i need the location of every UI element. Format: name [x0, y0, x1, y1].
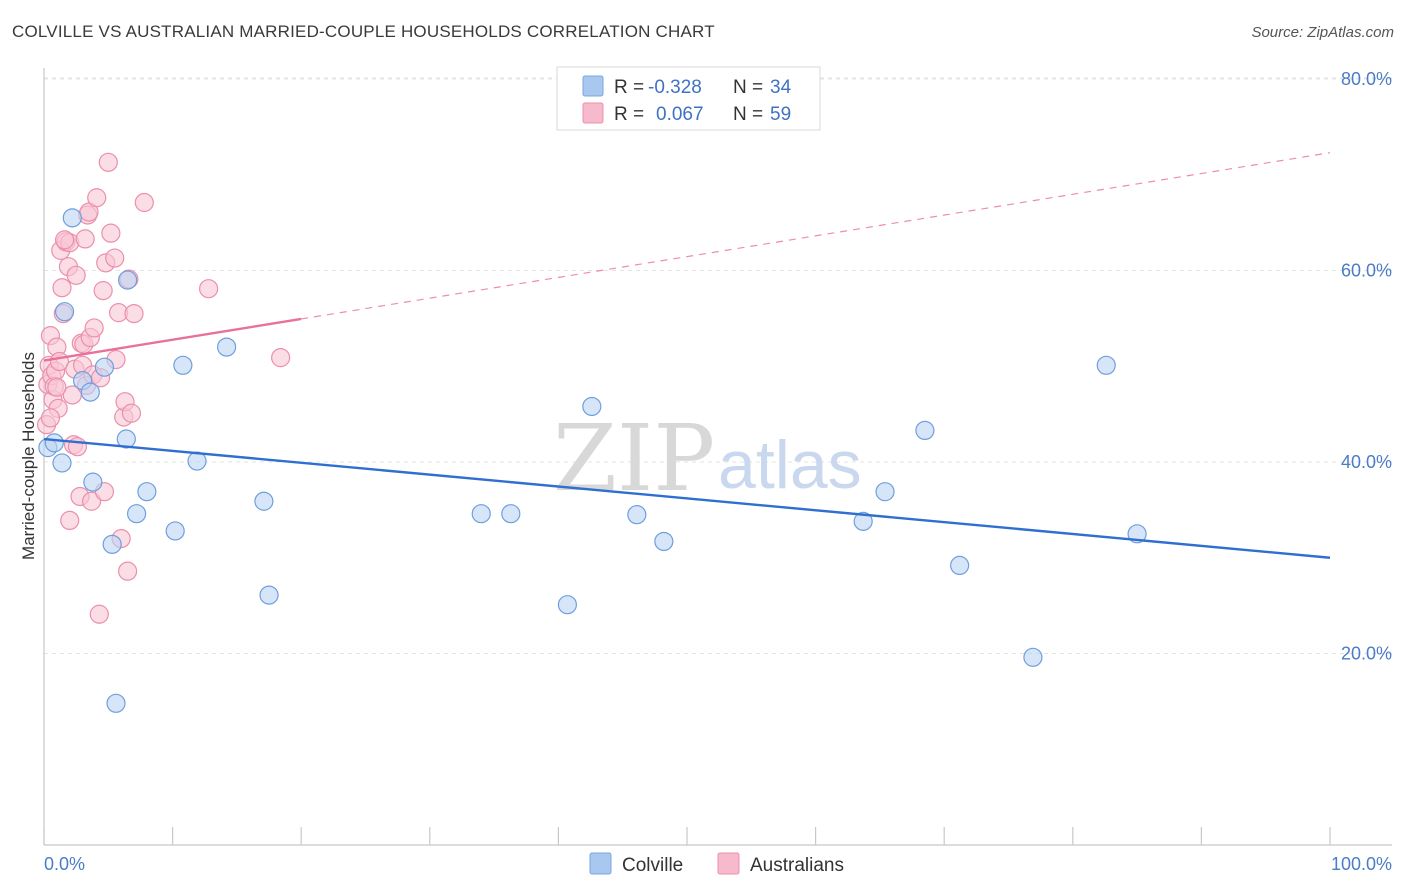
x-tick-label-min: 0.0%	[44, 854, 85, 874]
legend-n-label-australians: N =	[733, 104, 763, 125]
data-point	[582, 396, 602, 417]
data-point	[60, 510, 80, 531]
data-point	[471, 504, 491, 524]
data-point	[124, 303, 144, 324]
data-point	[126, 504, 147, 524]
legend-n-value-australians: 59	[770, 104, 791, 125]
data-point	[89, 604, 109, 624]
y-tick-label: 20.0%	[1341, 644, 1392, 664]
data-point	[271, 348, 291, 368]
legend-swatch-australians	[582, 102, 604, 124]
data-point	[875, 482, 895, 502]
trend-line-dashed	[301, 152, 1331, 320]
legend-swatch-colville	[582, 75, 604, 97]
legend-r-label-australians: R =	[614, 104, 644, 125]
data-point	[84, 318, 104, 338]
data-point	[102, 534, 122, 554]
data-point	[52, 453, 72, 473]
data-point	[121, 403, 142, 423]
legend-n-value-colville: 34	[770, 77, 792, 98]
data-point	[501, 504, 521, 524]
data-point	[654, 531, 674, 552]
data-point	[627, 505, 647, 525]
trend-line	[43, 437, 1331, 559]
data-point	[116, 429, 136, 449]
trend-line-solid	[43, 317, 302, 362]
legend-bottom: Colville Australians	[589, 852, 844, 876]
watermark-atlas: atlas	[718, 427, 862, 503]
legend-r-value-australians: 0.067	[656, 104, 704, 125]
y-tick-labels: 20.0% 40.0% 60.0% 80.0%	[1341, 69, 1392, 664]
y-axis-title: Married-couple Households	[19, 352, 38, 560]
legend-bottom-swatch-colville	[589, 852, 612, 875]
watermark: ZIP atlas	[553, 405, 862, 512]
y-tick-label: 60.0%	[1341, 261, 1392, 281]
data-point	[98, 152, 118, 172]
data-point	[254, 491, 274, 511]
watermark-zip: ZIP	[553, 405, 715, 512]
data-point	[137, 482, 157, 502]
legend-top: R = -0.328 N = 34 R = 0.067 N = 59	[556, 66, 821, 131]
data-point	[62, 208, 82, 228]
data-point	[259, 585, 279, 605]
data-point	[1127, 524, 1147, 544]
y-tick-label: 80.0%	[1341, 69, 1392, 89]
data-point	[40, 408, 61, 428]
gridlines	[44, 77, 1392, 654]
data-point	[557, 595, 578, 615]
data-point	[94, 357, 115, 377]
data-point	[66, 265, 86, 285]
data-point	[1096, 355, 1116, 375]
data-point	[915, 420, 935, 441]
data-point	[217, 337, 237, 357]
legend-bottom-swatch-australians	[717, 852, 740, 875]
data-point	[81, 491, 102, 511]
chart-source: Source: ZipAtlas.com	[1251, 24, 1394, 41]
data-point	[44, 433, 64, 453]
y-tick-label: 40.0%	[1341, 452, 1392, 472]
data-point	[52, 278, 72, 298]
data-point	[117, 561, 138, 581]
series-colville	[38, 208, 1147, 713]
data-point	[47, 377, 67, 397]
data-point	[87, 188, 107, 208]
data-point	[105, 248, 125, 268]
data-point	[101, 223, 121, 243]
legend-r-value-colville: -0.328	[648, 77, 702, 98]
legend-bottom-label-colville: Colville	[622, 855, 683, 876]
chart-title: COLVILLE VS AUSTRALIAN MARRIED-COUPLE HO…	[12, 22, 715, 41]
x-ticks	[43, 827, 1331, 845]
data-point	[54, 302, 75, 322]
legend-r-label-colville: R =	[614, 77, 644, 98]
axes	[43, 68, 1392, 846]
legend-n-label-colville: N =	[733, 77, 763, 98]
data-point	[80, 382, 100, 402]
data-point	[199, 279, 219, 299]
legend-bottom-label-australians: Australians	[750, 855, 844, 876]
x-tick-label-max: 100.0%	[1331, 854, 1392, 874]
data-point	[75, 229, 95, 249]
trend-lines	[43, 152, 1331, 559]
data-point	[853, 511, 873, 531]
data-point	[54, 230, 75, 250]
data-point	[117, 270, 138, 290]
data-point	[106, 693, 126, 713]
data-point	[165, 521, 185, 541]
data-point	[134, 192, 154, 213]
data-point	[93, 281, 113, 301]
data-point	[83, 472, 103, 492]
data-point	[1023, 647, 1043, 667]
data-point	[950, 555, 970, 576]
data-point	[173, 355, 193, 375]
